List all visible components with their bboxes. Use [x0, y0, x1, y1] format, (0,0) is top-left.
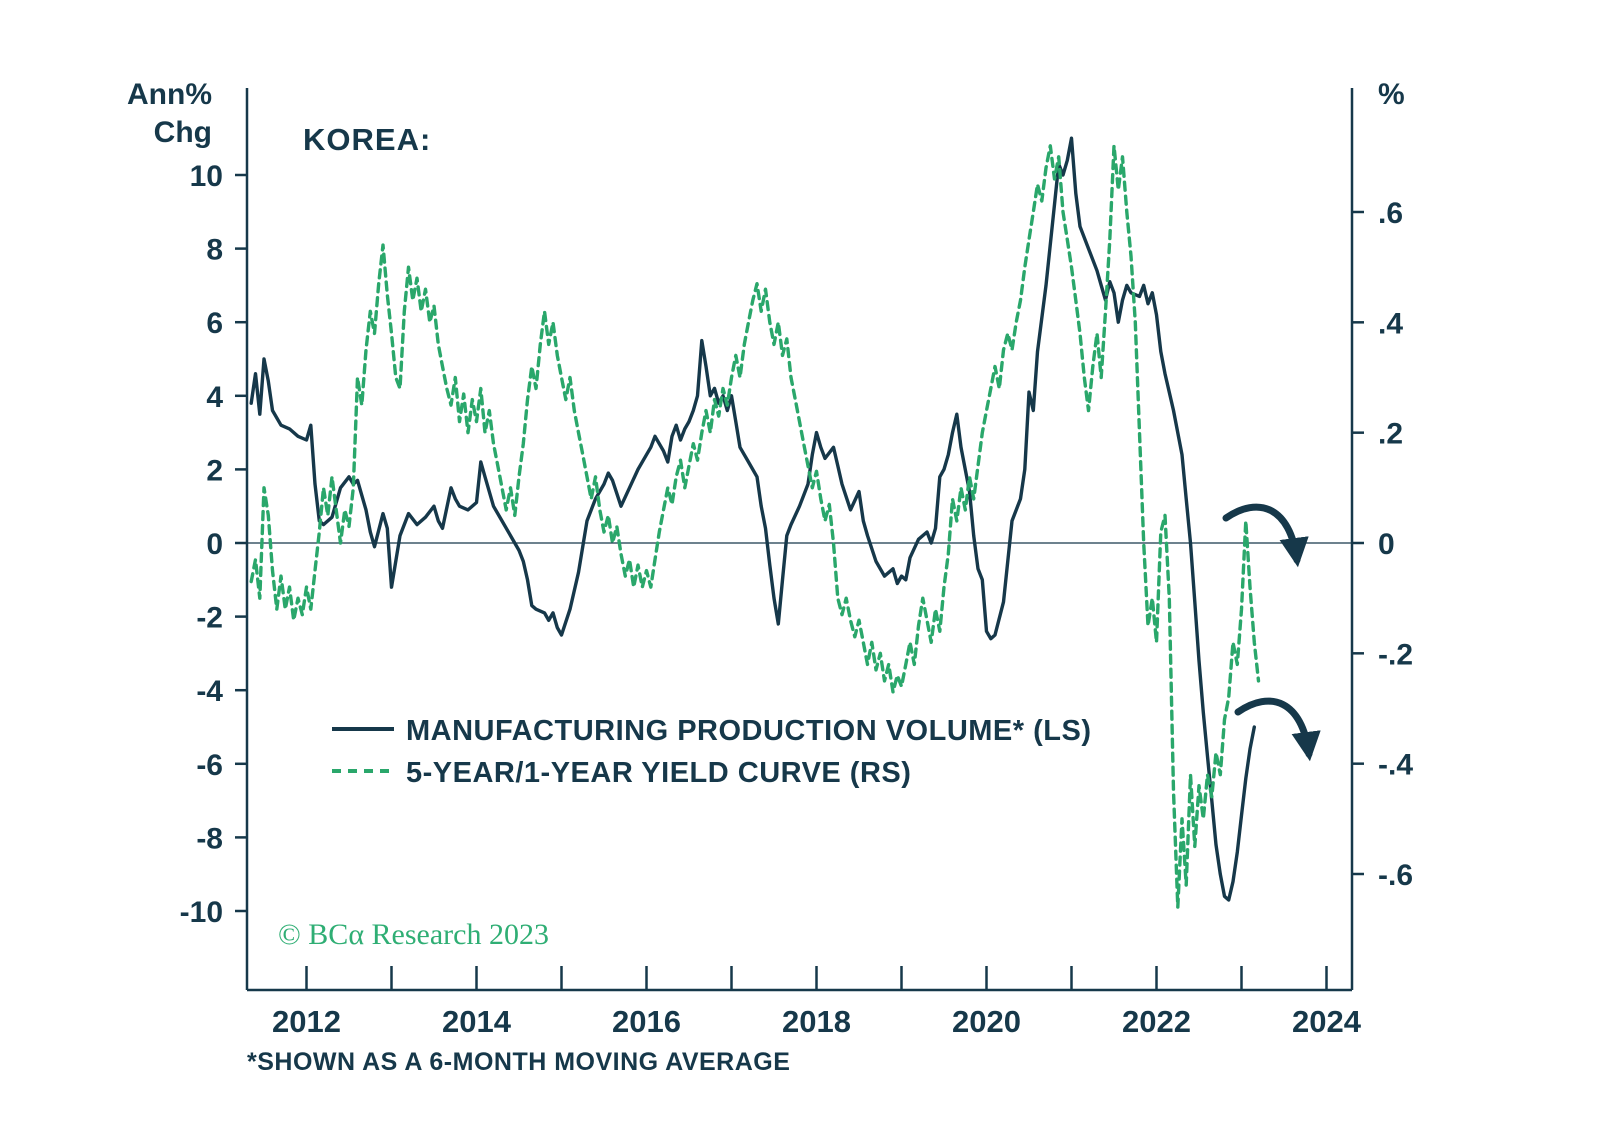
legend-label-yield-curve: 5-YEAR/1-YEAR YIELD CURVE (RS)	[406, 757, 911, 789]
right-axis-tick-label: -.6	[1378, 859, 1413, 892]
series-line-production-volume	[249, 136, 1256, 902]
down-arrow-production	[1234, 697, 1321, 762]
copyright: © BCα Research 2023	[278, 918, 549, 951]
right-axis-tick-label: -.2	[1378, 638, 1413, 671]
x-axis-tick-label: 2024	[1292, 1004, 1362, 1039]
left-axis-tick-label: 0	[206, 528, 223, 561]
chart-title: KOREA:	[303, 122, 431, 157]
axis-ticks-group: 10 8 6 4 2 0 -2 -4 -6 -8 -10 .6 .4 .2 0 -.2 -.4 -.6 2012 20…	[180, 160, 1414, 1039]
left-axis-tick-label: -10	[180, 896, 223, 929]
left-axis-tick-label: -2	[196, 602, 223, 635]
footnote: *SHOWN AS A 6-MONTH MOVING AVERAGE	[247, 1048, 790, 1076]
right-axis-unit: %	[1378, 78, 1405, 111]
left-axis-unit-line1: Ann%	[127, 78, 212, 111]
x-axis-tick-label: 2020	[952, 1004, 1021, 1039]
down-arrow-yield-curve	[1222, 503, 1309, 568]
left-axis-tick-label: 6	[206, 307, 223, 340]
legend: MANUFACTURING PRODUCTION VOLUME* (LS) 5-…	[332, 715, 1091, 789]
left-axis-tick-label: -6	[196, 749, 223, 782]
x-axis-tick-label: 2018	[782, 1004, 851, 1039]
right-axis-tick-label: .2	[1378, 418, 1403, 451]
x-axis-tick-label: 2012	[272, 1004, 341, 1039]
right-axis-tick-label: .4	[1378, 307, 1403, 340]
left-axis-tick-label: -8	[196, 822, 223, 855]
left-axis-unit-line2: Chg	[154, 116, 212, 149]
left-axis-tick-label: -4	[196, 675, 223, 708]
right-axis-tick-label: -.4	[1378, 749, 1413, 782]
left-axis-tick-label: 2	[206, 454, 223, 487]
x-axis-tick-label: 2022	[1122, 1004, 1191, 1039]
right-axis-tick-label: 0	[1378, 528, 1395, 561]
left-axis-tick-label: 10	[190, 160, 223, 193]
right-axis-tick-label: .6	[1378, 197, 1403, 230]
series-line-yield-curve	[249, 144, 1261, 909]
left-axis-tick-label: 8	[206, 234, 223, 267]
series-group	[249, 136, 1261, 909]
legend-label-production: MANUFACTURING PRODUCTION VOLUME* (LS)	[406, 715, 1091, 747]
left-axis-tick-label: 4	[206, 381, 223, 414]
x-axis-tick-label: 2016	[612, 1004, 681, 1039]
x-axis-tick-label: 2014	[442, 1004, 512, 1039]
